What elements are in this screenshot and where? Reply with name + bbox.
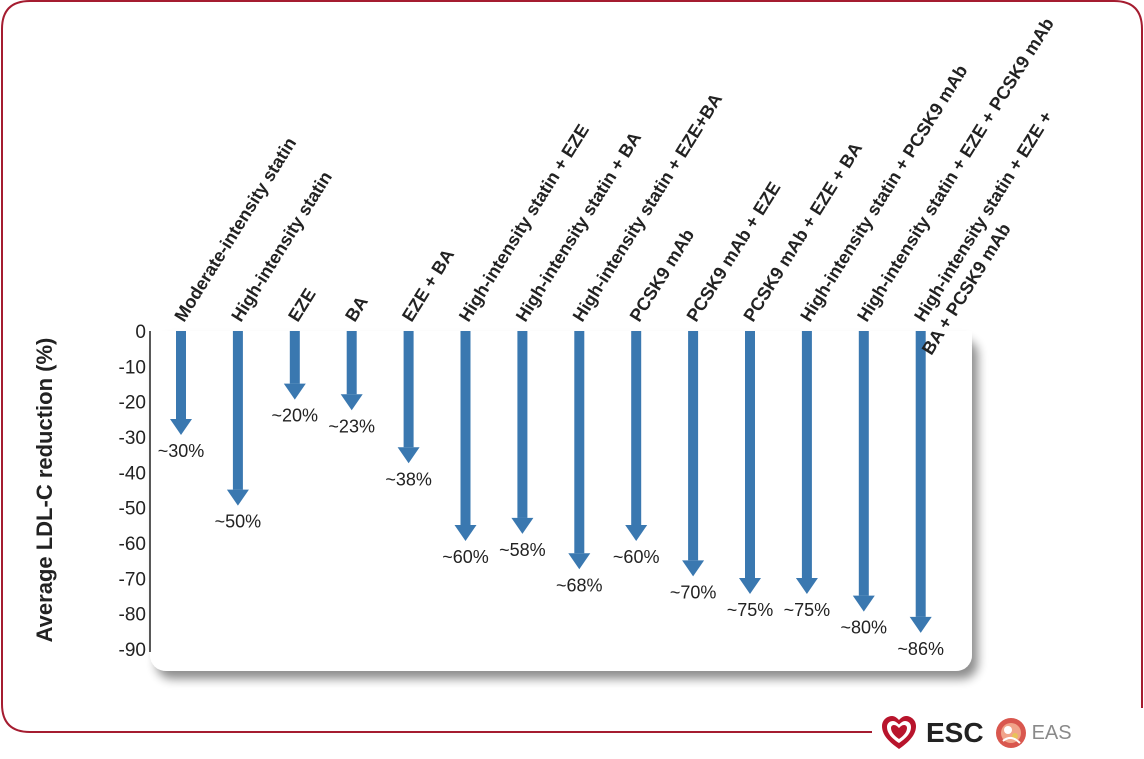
y-tick-label: -40 xyxy=(119,463,146,484)
reduction-arrow xyxy=(682,331,705,577)
reduction-arrow xyxy=(511,331,534,534)
reduction-arrow xyxy=(568,331,591,570)
value-label: ~60% xyxy=(613,547,660,567)
reduction-arrow xyxy=(625,331,648,541)
arrow-head xyxy=(283,383,306,400)
value-label: ~50% xyxy=(215,512,262,532)
eas-logo-text: EAS xyxy=(1031,721,1072,744)
arrow-shaft xyxy=(232,331,243,490)
reduction-arrow xyxy=(739,331,761,594)
arrow-shaft xyxy=(403,331,414,448)
arrow-head xyxy=(852,595,875,612)
reduction-arrow xyxy=(226,331,249,506)
y-tick-label: -90 xyxy=(119,640,146,661)
arrow-shaft xyxy=(631,331,642,525)
category-label: High-intensity statin xyxy=(227,168,336,325)
value-label: ~20% xyxy=(272,406,319,426)
logo-strip: ESC EAS xyxy=(872,708,1144,758)
reduction-arrow xyxy=(283,331,306,400)
plot-panel xyxy=(150,331,972,671)
esc-logo-text: ESC xyxy=(926,717,984,748)
arrow-head xyxy=(909,616,932,633)
arrow-head xyxy=(340,394,363,411)
category-label: BA xyxy=(341,292,372,325)
value-label: ~75% xyxy=(784,600,831,620)
arrow-shaft xyxy=(346,331,357,395)
arrow-shaft xyxy=(688,331,699,561)
arrow-shaft xyxy=(176,331,186,419)
reduction-arrow xyxy=(397,331,420,464)
eas-logo-emblem xyxy=(995,718,1026,748)
value-label: ~30% xyxy=(158,441,205,461)
reduction-arrow xyxy=(170,331,192,435)
y-tick-label: -80 xyxy=(119,605,146,626)
value-label: ~68% xyxy=(556,575,603,595)
arrow-head xyxy=(739,578,761,594)
arrow-shaft xyxy=(745,331,755,578)
reduction-arrow xyxy=(454,331,477,541)
arrow-shaft xyxy=(517,331,528,518)
arrow-shaft xyxy=(858,331,869,596)
reduction-arrow xyxy=(340,331,363,411)
y-tick-label: 0 xyxy=(135,322,146,343)
value-label: ~60% xyxy=(442,547,489,567)
value-label: ~38% xyxy=(385,469,432,489)
y-tick-label: -30 xyxy=(119,428,146,449)
y-tick-label: -60 xyxy=(119,534,146,555)
arrow-head xyxy=(170,419,192,435)
reduction-arrow xyxy=(852,331,875,612)
arrow-head xyxy=(795,578,818,594)
arrow-shaft xyxy=(801,331,812,578)
arrow-shaft xyxy=(574,331,585,554)
value-label: ~58% xyxy=(499,540,546,560)
value-label: ~23% xyxy=(328,416,375,436)
reduction-arrow xyxy=(795,331,818,594)
value-label: ~86% xyxy=(897,639,944,659)
arrow-head xyxy=(454,525,477,541)
arrow-head xyxy=(568,553,591,570)
arrow-head xyxy=(682,560,705,577)
y-axis-label: Average LDL-C reduction (%) xyxy=(32,338,57,643)
value-label: ~75% xyxy=(727,600,774,620)
category-label: EZE + BA xyxy=(398,245,458,325)
arrow-head xyxy=(226,489,249,506)
arrow-shaft xyxy=(915,331,926,617)
arrow-head xyxy=(625,525,648,541)
arrow-head xyxy=(397,447,420,464)
y-tick-label: -70 xyxy=(119,569,146,590)
category-label: EZE xyxy=(284,285,320,325)
arrow-head xyxy=(511,517,534,534)
y-tick-label: -10 xyxy=(119,357,146,378)
y-tick-label: -50 xyxy=(119,499,146,520)
arrow-shaft xyxy=(460,331,471,525)
value-label: ~70% xyxy=(670,582,717,602)
y-tick-label: -20 xyxy=(119,393,146,414)
arrow-shaft xyxy=(289,331,300,384)
value-label: ~80% xyxy=(841,618,888,638)
esc-heart-logo xyxy=(882,716,916,749)
reduction-arrow xyxy=(909,331,932,633)
